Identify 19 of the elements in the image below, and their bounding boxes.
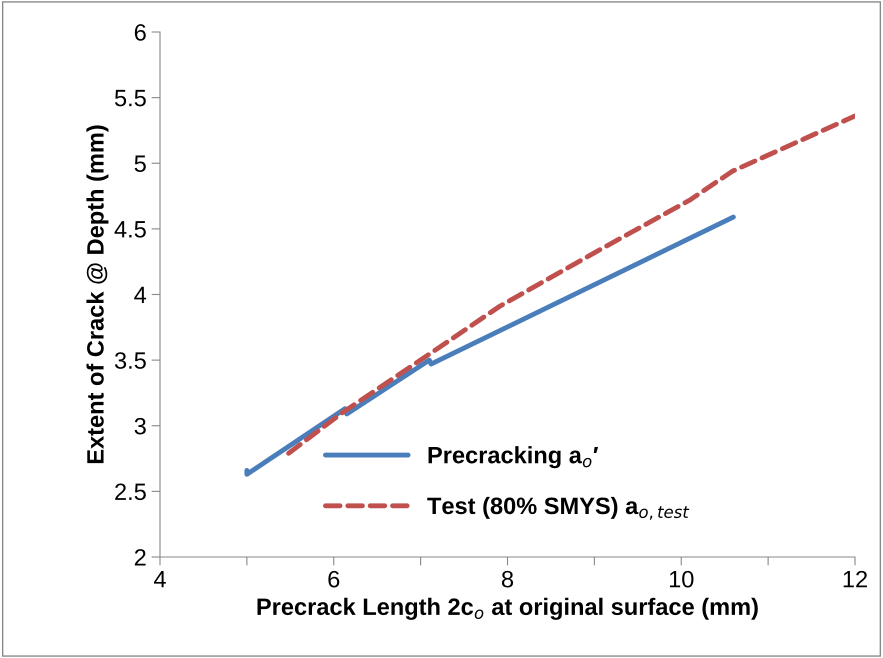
x-tick-label: 10	[670, 570, 694, 588]
y-tick-label: 2.5	[115, 483, 146, 500]
y-tick-label: 3	[134, 418, 146, 435]
legend-label: Test (80% SMYS) a$_{o,test}$	[427, 496, 690, 520]
y-axis-title: Extent of Crack @ Depth (mm)	[86, 125, 108, 464]
y-tick-label: 6	[134, 24, 146, 41]
y-tick-label: 3.5	[114, 352, 146, 369]
y-tick-label: 4.5	[114, 221, 146, 238]
y-tick-label: 2	[134, 549, 146, 566]
y-tick-label: 5	[134, 156, 146, 172]
x-tick-label: 6	[328, 570, 340, 588]
x-tick-label: 8	[502, 570, 514, 588]
x-tick-label: 12	[844, 570, 867, 588]
x-tick-label: 4	[154, 571, 166, 588]
x-axis-title: Precrack Length 2c$_{o}$ at original surface (mm)	[258, 598, 758, 620]
y-tick-label: 5.5	[114, 90, 146, 106]
y-tick-label: 4	[134, 286, 146, 304]
line-series	[244, 214, 736, 477]
legend-label: Precracking a$_{o}$′	[428, 446, 598, 468]
